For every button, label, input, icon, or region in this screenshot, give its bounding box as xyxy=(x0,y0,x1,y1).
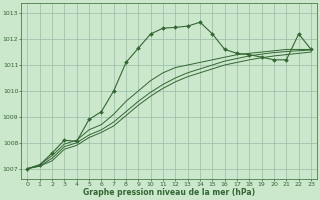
X-axis label: Graphe pression niveau de la mer (hPa): Graphe pression niveau de la mer (hPa) xyxy=(83,188,255,197)
